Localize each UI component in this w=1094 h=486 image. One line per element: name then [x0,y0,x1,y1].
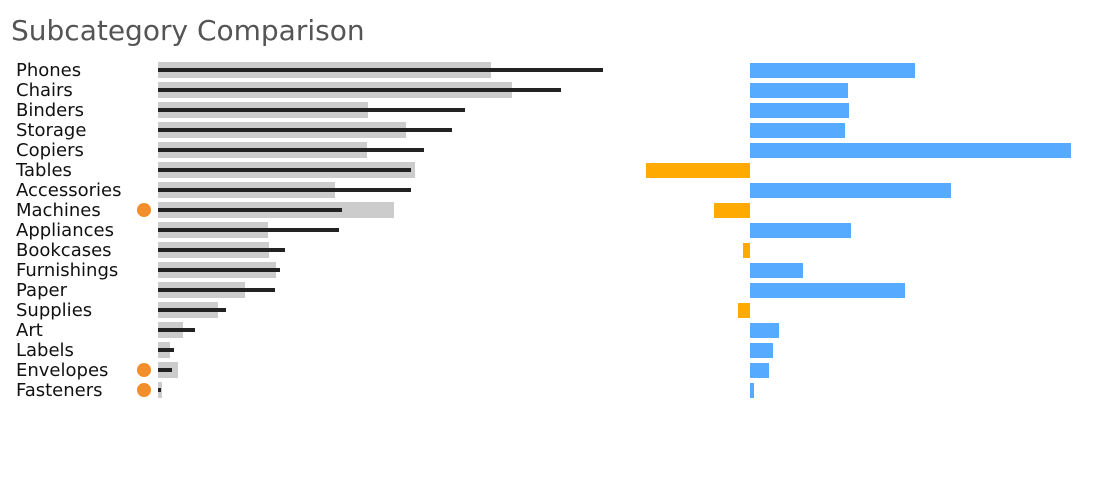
difference-bar [646,163,750,178]
difference-bar [750,223,851,238]
reference-line [158,108,465,112]
difference-bar [750,63,915,78]
category-label: Phones [16,60,81,81]
category-label: Copiers [16,140,84,161]
reference-line [158,348,174,352]
reference-line [158,228,339,232]
reference-line [158,288,275,292]
difference-bar [743,243,750,258]
difference-bar [738,303,750,318]
difference-bar [750,383,754,398]
difference-bar [750,323,779,338]
difference-bar [750,263,803,278]
category-label: Appliances [16,220,114,241]
reference-line [158,388,161,392]
category-label: Storage [16,120,86,141]
category-label: Binders [16,100,84,121]
difference-bar [750,183,951,198]
highlight-dot [137,363,151,377]
reference-line [158,188,411,192]
category-label: Machines [16,200,101,221]
category-label: Supplies [16,300,92,321]
reference-line [158,268,280,272]
difference-bar [714,203,750,218]
category-label: Art [16,320,43,341]
reference-line [158,168,411,172]
difference-bar [750,123,845,138]
reference-line [158,68,603,72]
difference-bar [750,363,769,378]
difference-bar [750,143,1071,158]
difference-bar [750,83,848,98]
category-label: Bookcases [16,240,112,261]
difference-bar [750,283,905,298]
chart-title: Subcategory Comparison [11,14,365,47]
reference-line [158,208,342,212]
reference-line [158,248,285,252]
reference-line [158,148,424,152]
reference-line [158,128,452,132]
category-label: Fasteners [16,380,103,401]
difference-bar [750,103,849,118]
reference-line [158,368,172,372]
category-label: Labels [16,340,74,361]
category-label: Tables [15,160,72,181]
reference-line [158,308,226,312]
highlight-dot [137,203,151,217]
category-label: Accessories [16,180,122,201]
category-label: Envelopes [16,360,108,381]
highlight-dot [137,383,151,397]
reference-line [158,328,195,332]
category-label: Furnishings [16,260,118,281]
reference-line [158,88,561,92]
difference-bar [750,343,773,358]
category-label: Paper [16,280,68,301]
category-label: Chairs [16,80,73,101]
